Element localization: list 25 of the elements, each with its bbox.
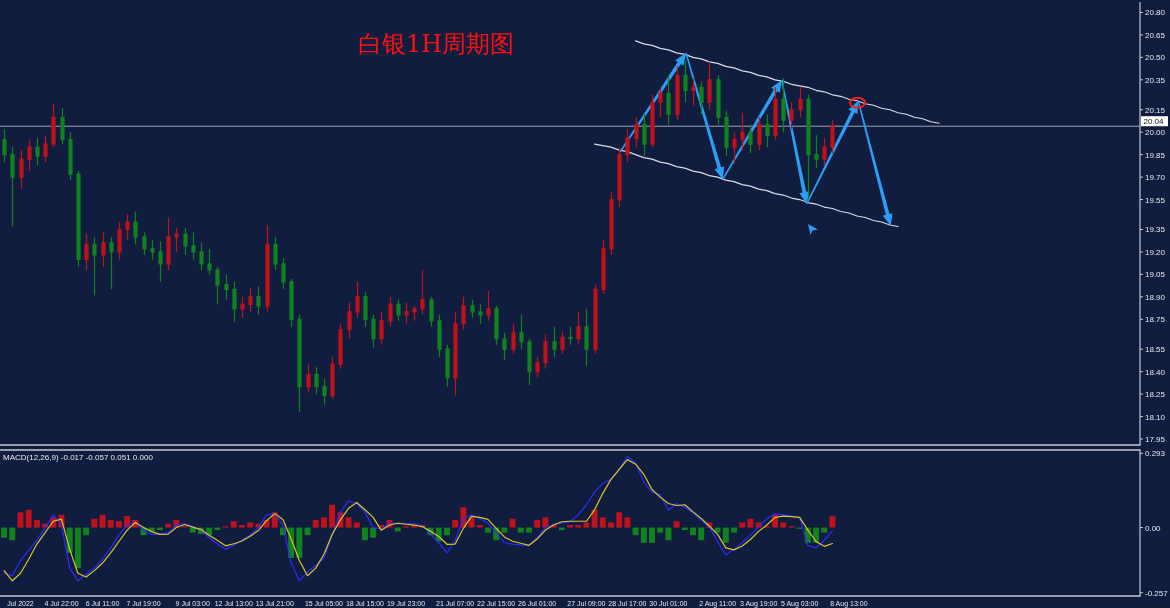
y-tick-label: 19.70 xyxy=(1145,173,1166,183)
y-tick-label: 20.80 xyxy=(1145,8,1166,18)
ref-line-label: 20.04 xyxy=(1141,116,1168,127)
y-tick-label: 18.25 xyxy=(1145,390,1166,400)
y-tick-label: 20.00 xyxy=(1145,128,1166,138)
y-tick-label: 20.35 xyxy=(1145,75,1166,85)
y-tick-label: 17.95 xyxy=(1145,435,1166,445)
y-tick-label: 20.50 xyxy=(1145,53,1166,63)
y-tick-label: 18.10 xyxy=(1145,412,1166,422)
y-tick-label: 19.85 xyxy=(1145,150,1166,160)
y-tick-label: 18.40 xyxy=(1145,367,1166,377)
text: 白银1H周期图 xyxy=(358,30,515,58)
annotation: MACD(12,26,9) -0.017 -0.057 0.051 0.000 xyxy=(3,453,154,462)
y-tick-label: 18.55 xyxy=(1145,345,1166,355)
y-tick-label: 18.75 xyxy=(1145,315,1166,325)
y-tick-label: -0.257 xyxy=(1145,588,1169,598)
y-tick-label: 18.90 xyxy=(1145,292,1166,302)
y-tick-label: 19.55 xyxy=(1145,195,1166,205)
y-tick-label: 0.00 xyxy=(1145,523,1162,533)
y-tick-label: 19.35 xyxy=(1145,225,1166,235)
y-tick-label: 20.65 xyxy=(1145,30,1166,40)
y-tick-label: 0.293 xyxy=(1145,449,1166,459)
y-tick-label: 19.20 xyxy=(1145,247,1166,257)
y-tick-label: 20.15 xyxy=(1145,105,1166,115)
y-tick-label: 19.05 xyxy=(1145,270,1166,280)
